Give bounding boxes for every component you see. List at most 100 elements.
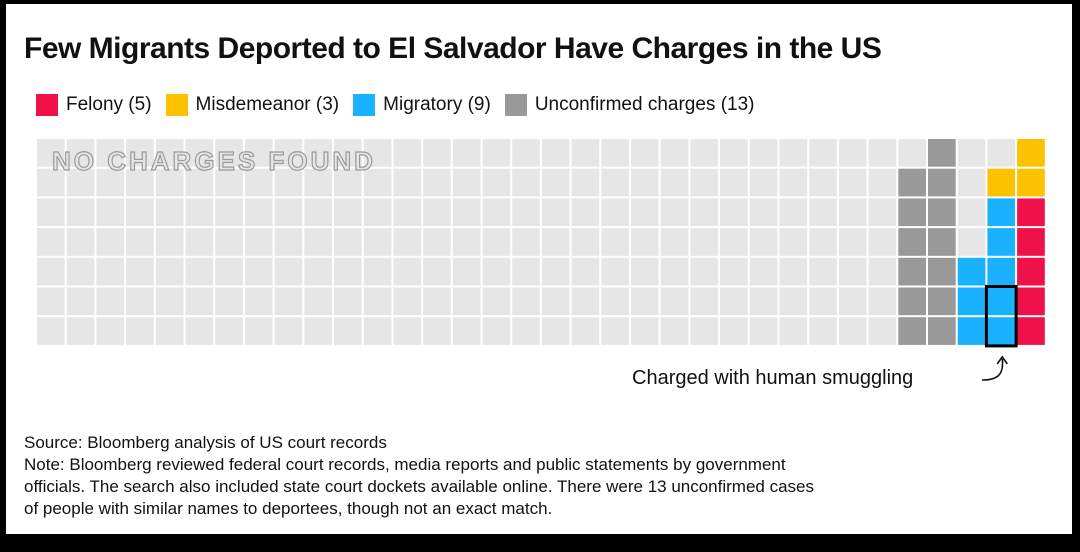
- waffle-cell: [720, 139, 748, 167]
- waffle-cell: [126, 139, 154, 167]
- waffle-cell: [898, 287, 926, 316]
- waffle-cell: [363, 257, 392, 286]
- waffle-cell: [244, 317, 273, 345]
- waffle-cell: [1017, 198, 1045, 227]
- waffle-cell: [126, 198, 154, 227]
- waffle-cell: [274, 317, 303, 345]
- waffle-cell: [185, 139, 214, 167]
- waffle-cell: [690, 228, 719, 256]
- waffle-cell: [601, 198, 629, 227]
- waffle-cell: [541, 228, 570, 256]
- waffle-cell: [423, 287, 451, 316]
- waffle-cell: [66, 287, 95, 316]
- annotation-arrow: [981, 355, 1008, 381]
- waffle-cell: [244, 168, 273, 197]
- waffle-cell: [482, 257, 511, 286]
- waffle-cell: [155, 228, 184, 256]
- waffle-cell: [126, 317, 154, 345]
- waffle-cell: [1017, 168, 1045, 197]
- waffle-cell: [393, 168, 422, 197]
- waffle-cell: [185, 198, 214, 227]
- waffle-cell: [215, 257, 243, 286]
- waffle-cell: [482, 168, 511, 197]
- waffle-cell: [215, 228, 243, 256]
- waffle-cell: [96, 257, 125, 286]
- waffle-chart: NO CHARGES FOUND Charged with human smug…: [37, 139, 1045, 389]
- waffle-cell: [601, 317, 629, 345]
- waffle-cell: [720, 317, 748, 345]
- waffle-cell: [363, 198, 392, 227]
- waffle-cell: [928, 168, 956, 197]
- waffle-cell: [244, 287, 273, 316]
- waffle-cell: [809, 198, 837, 227]
- waffle-cell: [512, 287, 540, 316]
- waffle-cell: [749, 317, 778, 345]
- legend-item-misdemeanor: Misdemeanor (3): [165, 94, 339, 116]
- waffle-cell: [571, 139, 600, 167]
- waffle-cell: [631, 257, 659, 286]
- waffle-cell: [304, 228, 332, 256]
- waffle-cell: [809, 287, 837, 316]
- waffle-cell: [155, 317, 184, 345]
- waffle-cell: [185, 168, 214, 197]
- waffle-cell: [779, 139, 808, 167]
- waffle-cell: [541, 139, 570, 167]
- waffle-cell: [126, 287, 154, 316]
- waffle-cell: [838, 139, 867, 167]
- waffle-cell: [96, 139, 125, 167]
- waffle-cell: [541, 257, 570, 286]
- waffle-cell: [363, 168, 392, 197]
- waffle-cell: [482, 139, 511, 167]
- waffle-cell: [779, 317, 808, 345]
- waffle-cell: [660, 139, 689, 167]
- waffle-cell: [749, 228, 778, 256]
- waffle-cell: [37, 228, 65, 256]
- waffle-cell: [393, 317, 422, 345]
- waffle-cell: [274, 257, 303, 286]
- waffle-cell: [601, 139, 629, 167]
- waffle-cell: [868, 257, 897, 286]
- waffle-cell: [482, 287, 511, 316]
- waffle-cell: [631, 287, 659, 316]
- footer: Source: Bloomberg analysis of US court r…: [24, 432, 1064, 520]
- legend-item-migratory: Migratory (9): [353, 94, 491, 116]
- waffle-cell: [393, 198, 422, 227]
- waffle-cell: [898, 228, 926, 256]
- waffle-cell: [452, 139, 481, 167]
- waffle-cell: [363, 139, 392, 167]
- waffle-cell: [244, 257, 273, 286]
- chart-title: Few Migrants Deported to El Salvador Hav…: [24, 32, 882, 65]
- waffle-cell: [660, 317, 689, 345]
- waffle-cell: [720, 287, 748, 316]
- waffle-cell: [749, 168, 778, 197]
- waffle-cell: [512, 198, 540, 227]
- waffle-cell: [304, 139, 332, 167]
- waffle-cell: [274, 228, 303, 256]
- waffle-cell: [96, 168, 125, 197]
- waffle-cell: [898, 198, 926, 227]
- waffle-cell: [155, 168, 184, 197]
- legend-swatch-felony: [36, 94, 58, 116]
- smuggling-annotation: Charged with human smuggling: [632, 367, 913, 389]
- waffle-cell: [928, 287, 956, 316]
- waffle-cell: [868, 139, 897, 167]
- waffle-cell: [155, 257, 184, 286]
- waffle-cell: [660, 257, 689, 286]
- waffle-cell: [37, 317, 65, 345]
- waffle-cell: [541, 198, 570, 227]
- waffle-cell: [452, 198, 481, 227]
- note-line-3: of people with similar names to deportee…: [24, 499, 553, 518]
- waffle-cell: [423, 198, 451, 227]
- waffle-cell: [423, 139, 451, 167]
- waffle-cell: [720, 198, 748, 227]
- waffle-cell: [987, 139, 1016, 167]
- waffle-cell: [868, 317, 897, 345]
- waffle-cell: [334, 168, 362, 197]
- waffle-cell: [1017, 257, 1045, 286]
- waffle-cell: [987, 257, 1016, 286]
- waffle-cell: [749, 287, 778, 316]
- waffle-cell: [96, 287, 125, 316]
- waffle-cell: [423, 228, 451, 256]
- waffle-cell: [96, 228, 125, 256]
- waffle-cell: [393, 257, 422, 286]
